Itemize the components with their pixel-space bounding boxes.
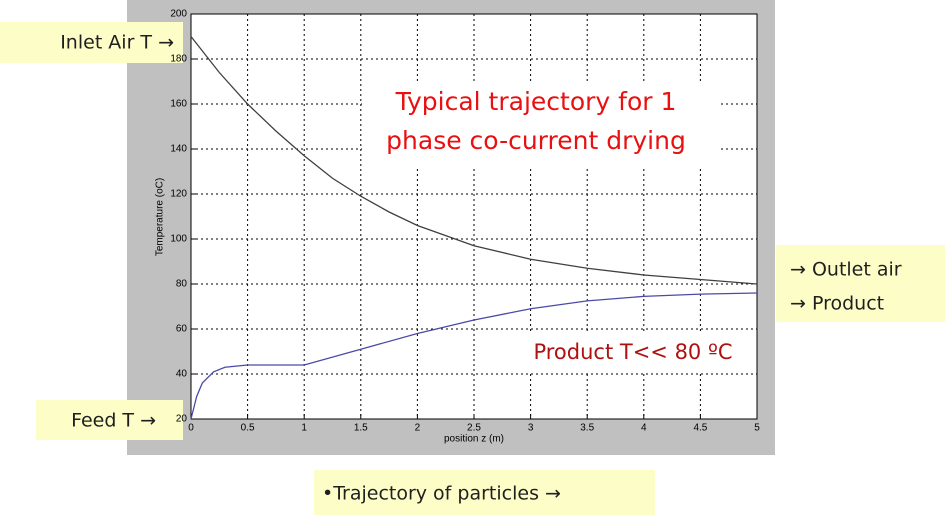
trajectory-label: •Trajectory of particles → — [322, 483, 561, 505]
note-box — [36, 400, 183, 440]
annotation-title: Typical trajectory for 1 — [395, 87, 677, 116]
x-tick-label: 3.5 — [580, 423, 594, 434]
y-tick-label: 140 — [170, 144, 187, 155]
x-tick-label: 3 — [528, 423, 534, 434]
title-backdrop — [362, 84, 720, 166]
y-tick-label: 200 — [170, 9, 187, 20]
note-box — [314, 470, 655, 515]
y-tick-label: 160 — [170, 99, 187, 110]
y-tick-label: 20 — [176, 414, 188, 425]
outlet-label: → Outlet air — [790, 259, 902, 281]
x-tick-label: 0 — [188, 423, 194, 434]
x-tick-label: 0.5 — [241, 423, 255, 434]
y-tick-label: 60 — [176, 324, 188, 335]
x-axis-label: position z (m) — [444, 434, 504, 445]
x-tick-label: 2.5 — [467, 423, 481, 434]
annotation-title: phase co-current drying — [386, 126, 686, 155]
y-axis-label: Temperature (oC) — [155, 178, 166, 256]
data-line — [190, 292, 758, 420]
y-tick-label: 180 — [170, 54, 187, 65]
lines — [190, 36, 758, 420]
y-tick-label: 40 — [176, 369, 188, 380]
inlet-label: Inlet Air T → — [60, 32, 174, 54]
y-tick-label: 80 — [176, 279, 188, 290]
feed-label: Feed T → — [71, 410, 156, 432]
x-tick-label: 1 — [301, 423, 307, 434]
note-box — [776, 245, 945, 322]
x-tick-label: 5 — [754, 423, 760, 434]
y-tick-label: 120 — [170, 189, 187, 200]
product-backdrop — [512, 334, 752, 372]
x-tick-label: 2 — [415, 423, 421, 434]
x-tick-label: 4.5 — [693, 423, 707, 434]
data-line — [190, 36, 758, 285]
annotation-product: Product T<< 80 ºC — [533, 340, 732, 364]
y-tick-label: 100 — [170, 234, 187, 245]
x-tick-label: 1.5 — [354, 423, 368, 434]
product-label: → Product — [790, 293, 884, 315]
x-tick-label: 4 — [641, 423, 647, 434]
note-box — [0, 22, 183, 63]
